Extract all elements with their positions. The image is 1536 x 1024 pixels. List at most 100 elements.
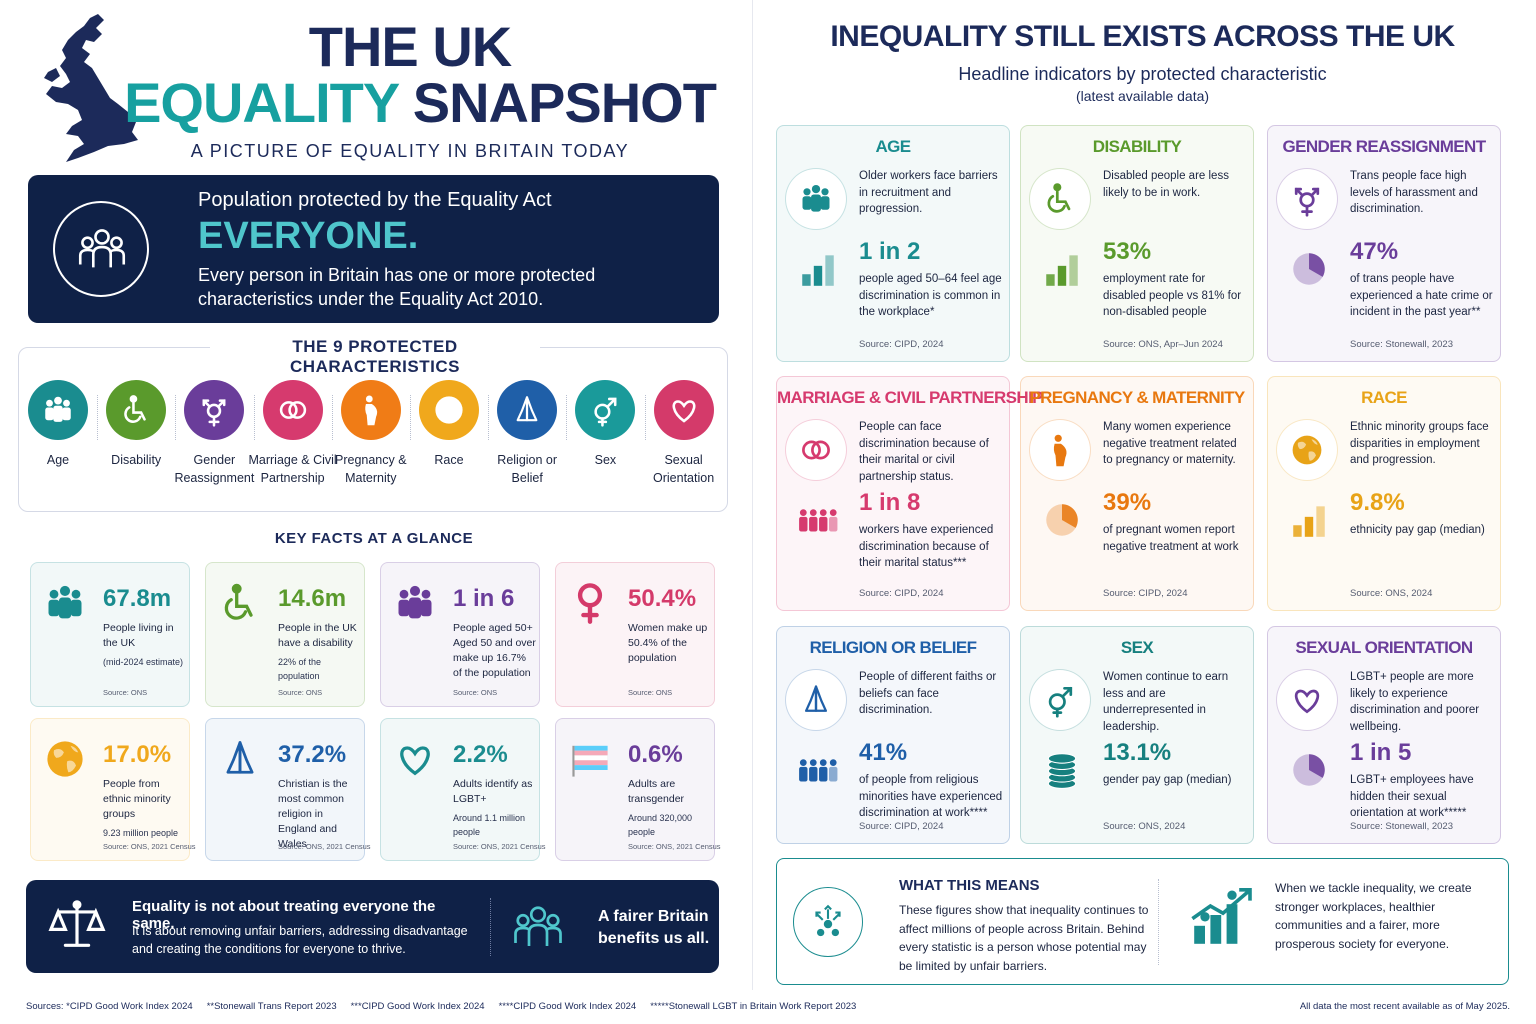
icon-shape [574,750,608,756]
everyone-icon [53,201,149,297]
icon-shape [53,745,79,773]
right-title: INEQUALITY STILL EXISTS ACROSS THE UK [830,20,1455,53]
icon-shape [546,926,562,943]
panel-source: Source: CIPD, 2024 [859,821,944,832]
closing-box: Equality is not about treating everyone … [26,880,719,973]
icon-graphic [365,395,377,426]
icon-shape [1297,439,1318,461]
icon-shape [72,900,82,910]
icon-shape [829,766,838,782]
icon-graphic [815,904,841,937]
indicator-panel: MARRIAGE & CIVIL PARTNERSHIP People can f… [776,376,1044,611]
fact-card: 1 in 6 People aged 50+ Aged 50 and over m… [380,562,540,707]
icon-shape [829,509,837,517]
icon-shape [825,255,834,286]
icon [798,181,834,217]
indicator-panel: SEX Women continue to earn less and are u… [1020,626,1254,844]
icon-shape [1055,190,1071,211]
fact-source: Source: ONS [453,688,498,697]
panel-title: GENDER REASSIGNMENT [1282,137,1486,156]
icon [1041,248,1083,290]
fact-card: 0.6% Adults are transgender Around 320,000… [555,718,721,861]
characteristic-circle [28,380,88,440]
icon-shape [124,406,142,423]
closing-slogan: A fairer Britain benefits us all. [598,908,710,947]
icon-shape [594,397,617,427]
icon-shape [420,599,432,617]
icon-shape [224,598,248,620]
icon-graphic [202,399,226,427]
panel-source: Source: CIPD, 2024 [1103,588,1188,599]
panel-title: DISABILITY [1092,137,1182,156]
icon-shape [1047,753,1077,789]
icon-shape [802,196,812,210]
panel-stat: 9.8% [1350,489,1405,516]
icon-shape [811,440,830,460]
icon-shape [48,903,106,947]
icon-graphic [804,685,828,712]
icon-graphic [1046,504,1078,536]
icon-shape [1294,187,1320,217]
icon-shape [799,759,838,782]
icon-graphic [577,583,603,624]
icon-shape [224,583,253,620]
icon-shape [526,396,538,422]
icon-shape [804,685,818,712]
title-space [398,71,413,134]
footer-note: All data the most recent available as of… [1299,1001,1510,1012]
icon-shape [1054,434,1062,442]
characteristic-label: Marriage & Civil Partnership [248,453,337,485]
icon-graphic [594,397,617,427]
fact-card: 50.4% Women make up 50.4% of the populati… [555,562,715,707]
icon-shape [287,401,306,419]
fact-note: Around 1.1 million people [453,813,526,837]
icon-graphic [672,400,696,423]
indicator-panel: RELIGION OR BELIEF People of different fa… [776,626,1010,844]
meaning-box: WHAT THIS MEANS These figures show that i… [776,858,1509,985]
panel-source: Source: CIPD, 2024 [859,588,944,599]
icon-shape [45,407,54,421]
icon-shape [516,396,529,422]
footer-source: **Stonewall Trans Report 2023 [206,1001,337,1012]
icon-shape [1309,253,1325,277]
panel-icon [1276,168,1338,230]
panel-description: Disabled people are less likely to be in… [1103,170,1229,199]
panel-icon [785,419,847,481]
icon-shape [279,401,306,419]
icon-graphic [799,759,838,782]
icon-shape [802,440,830,460]
icon-shape [1227,890,1237,900]
icon-shape [819,759,827,767]
panel-title: PREGNANCY & MATERNITY [1029,388,1245,407]
icon-shape [365,395,373,403]
icon-shape [226,741,242,774]
fact-text: Adults are transgender [628,778,685,805]
indicator-panel: GENDER REASSIGNMENT Trans people face hig… [1267,125,1501,362]
icon-shape [802,255,834,286]
fact-note: 22% of the population [278,657,322,681]
icon [354,393,388,427]
icon-shape [1048,686,1073,718]
icon-shape [799,766,808,782]
icon [510,393,544,427]
icon-graphic [435,396,463,424]
characteristic-label: Sexual Orientation [653,453,715,485]
icon [432,393,466,427]
icon-graphic [279,401,306,419]
icon-shape [803,188,811,196]
icon-shape [823,919,833,929]
icon-shape [809,516,818,532]
icon-shape [398,599,410,617]
icon-shape [49,589,59,599]
icon [1042,181,1078,217]
panel-description: People of different faiths or beliefs ca… [859,671,997,716]
panel-stat: 39% [1103,489,1152,516]
icon [807,901,849,943]
icon-graphic [226,741,254,774]
uk-map-shape [44,14,138,162]
icon-shape [78,248,95,265]
icon-shape [815,904,841,921]
icon-shape [71,589,81,599]
icon-shape [1069,255,1078,286]
icon [1288,499,1330,541]
